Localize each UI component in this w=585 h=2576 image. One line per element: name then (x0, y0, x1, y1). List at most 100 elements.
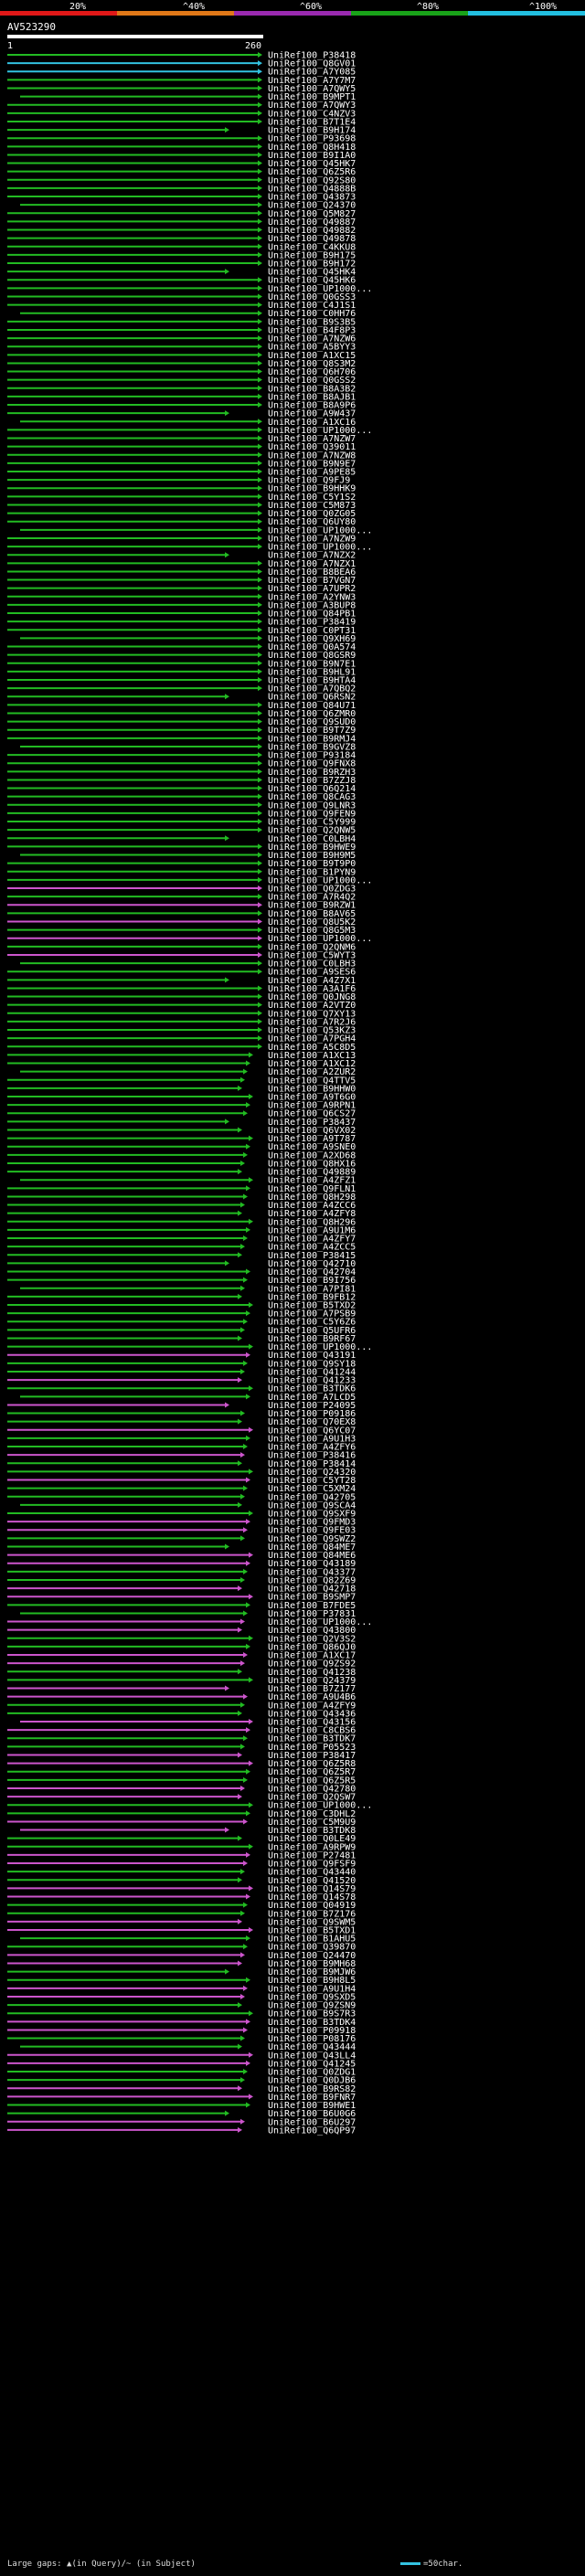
hit-label: UniRef100_P09186 (268, 1409, 356, 1419)
hit-label: UniRef100_B9RMJ4 (268, 734, 356, 744)
hit-arrow (225, 1685, 229, 1691)
hit-arrow (225, 1402, 229, 1408)
hit-arrow (249, 1843, 253, 1850)
hit-arrow (258, 585, 262, 591)
hit-label: UniRef100_B9FB12 (268, 1292, 356, 1302)
hit-label: UniRef100_P09918 (268, 2026, 356, 2036)
hit-label: UniRef100_A7NZX1 (268, 559, 356, 569)
hit-label: UniRef100_UP1000... (268, 1801, 372, 1811)
scale-segment (0, 11, 117, 16)
hit-arrow (243, 1902, 248, 1908)
scale-label: ^40% (183, 2, 205, 12)
hit-arrow (246, 1851, 250, 1858)
hit-label: UniRef100_Q2QSW7 (268, 1793, 356, 1803)
hit-arrow (243, 1444, 248, 1450)
hit-label: UniRef100_A9U1M6 (268, 1225, 356, 1235)
hit-arrow (258, 827, 262, 833)
hit-label: UniRef100_Q5M827 (268, 209, 356, 219)
hit-label: UniRef100_B8A3B2 (268, 384, 356, 394)
hit-label: UniRef100_Q9ZS92 (268, 1659, 356, 1670)
hit-arrow (240, 1452, 245, 1458)
hit-label: UniRef100_B9I756 (268, 1276, 356, 1286)
hit-label: UniRef100_B7Z176 (268, 1909, 356, 1919)
hit-arrow (258, 969, 262, 975)
hit-arrow (258, 60, 262, 67)
hit-label: UniRef100_A7UPR2 (268, 584, 356, 594)
hit-arrow (249, 1302, 253, 1308)
hit-arrow (258, 152, 262, 158)
hit-arrow (258, 1027, 262, 1034)
hit-arrow (258, 960, 262, 967)
hit-label: UniRef100_P27481 (268, 1850, 356, 1860)
hit-label: UniRef100_Q45HK4 (268, 268, 356, 278)
hit-arrow (258, 1035, 262, 1042)
hit-arrow (225, 1543, 229, 1550)
hit-label: UniRef100_A4ZFZ1 (268, 1176, 356, 1186)
hit-label: UniRef100_A9RPW9 (268, 1842, 356, 1852)
hit-label: UniRef100_B9H8L5 (268, 1976, 356, 1986)
hit-label: UniRef100_B8BEA6 (268, 567, 356, 578)
hit-arrow (258, 176, 262, 183)
hit-arrow (258, 443, 262, 450)
hit-label: UniRef100_C4J1S1 (268, 301, 356, 311)
hit-arrow (249, 1885, 253, 1892)
query-title: AV523290 (7, 21, 56, 33)
hit-arrow (243, 1652, 248, 1659)
hit-label: UniRef100_B1PYN9 (268, 867, 356, 877)
hit-label: UniRef100_A2ZUR2 (268, 1067, 356, 1077)
hit-label: UniRef100_A9U1H3 (268, 1434, 356, 1444)
hit-label: UniRef100_Q24379 (268, 1676, 356, 1686)
hit-arrow (258, 135, 262, 142)
hit-arrow (258, 852, 262, 858)
hit-label: UniRef100_A2YNW3 (268, 592, 356, 602)
hit-arrow (258, 376, 262, 383)
hit-arrow (238, 1794, 242, 1800)
hit-label: UniRef100_Q84ME7 (268, 1542, 356, 1553)
hit-arrow (246, 1727, 250, 1733)
hit-arrow (249, 1343, 253, 1350)
hit-arrow (249, 1719, 253, 1724)
hit-label: UniRef100_Q82Z69 (268, 1575, 356, 1585)
hit-arrow (258, 868, 262, 875)
hit-arrow (258, 1044, 262, 1050)
hit-label: UniRef100_Q4888B (268, 184, 356, 194)
hit-arrow (258, 93, 262, 100)
hit-arrow (258, 518, 262, 525)
query-axis: 1 260 (7, 35, 263, 51)
hit-arrow (258, 785, 262, 791)
hit-arrow (238, 1585, 242, 1592)
hit-arrow (240, 1618, 245, 1625)
hit-arrow (258, 660, 262, 666)
hit-arrow (258, 318, 262, 324)
hit-arrow (258, 668, 262, 674)
hit-label: UniRef100_B7FDE5 (268, 1601, 356, 1611)
hit-label: UniRef100_Q8G5M3 (268, 926, 356, 936)
hit-label: UniRef100_B7ZZJ8 (268, 776, 356, 786)
hit-label: UniRef100_B4F8P3 (268, 325, 356, 335)
hit-label: UniRef100_B6U297 (268, 2117, 356, 2127)
hit-arrow (238, 2043, 242, 2050)
hit-label: UniRef100_Q0ZDG3 (268, 885, 356, 895)
hit-arrow (258, 885, 262, 891)
hit-label: UniRef100_B1AHU5 (268, 1935, 356, 1945)
hit-label: UniRef100_B9HHK9 (268, 484, 356, 494)
hit-label: UniRef100_Q9XH69 (268, 634, 356, 644)
hit-label: UniRef100_B5TXD2 (268, 1301, 356, 1311)
hit-arrow (258, 335, 262, 342)
hit-label: UniRef100_A7PGH4 (268, 1034, 356, 1044)
hit-label: UniRef100_Q0DJB6 (268, 2076, 356, 2086)
hit-label: UniRef100_Q39011 (268, 442, 356, 452)
hit-arrow (258, 619, 262, 625)
hit-label: UniRef100_Q0ZG05 (268, 509, 356, 519)
hit-arrow (243, 1110, 248, 1117)
hit-label: UniRef100_Q9FE03 (268, 1526, 356, 1536)
hit-arrow (240, 2118, 245, 2125)
hit-arrow (246, 1060, 250, 1066)
hit-label: UniRef100_P38416 (268, 1451, 356, 1461)
hit-arrow (225, 410, 229, 417)
hit-label: UniRef100_Q70EX8 (268, 1417, 356, 1427)
hit-arrow (249, 1511, 253, 1516)
hit-arrow (243, 1860, 248, 1867)
hit-arrow (258, 185, 262, 191)
hit-label: UniRef100_P38415 (268, 1251, 356, 1261)
